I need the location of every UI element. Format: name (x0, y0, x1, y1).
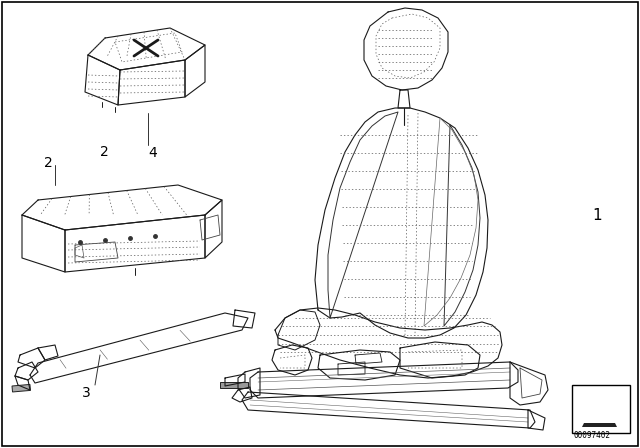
Bar (220, 382, 248, 388)
Text: 1: 1 (592, 207, 602, 223)
Text: 00097402: 00097402 (574, 431, 611, 440)
Bar (12, 384, 31, 392)
Text: 3: 3 (82, 386, 91, 400)
Text: 4: 4 (148, 146, 157, 160)
Polygon shape (582, 423, 617, 427)
Text: 2: 2 (44, 156, 52, 170)
Bar (572, 385, 630, 433)
Text: 2: 2 (100, 145, 109, 159)
